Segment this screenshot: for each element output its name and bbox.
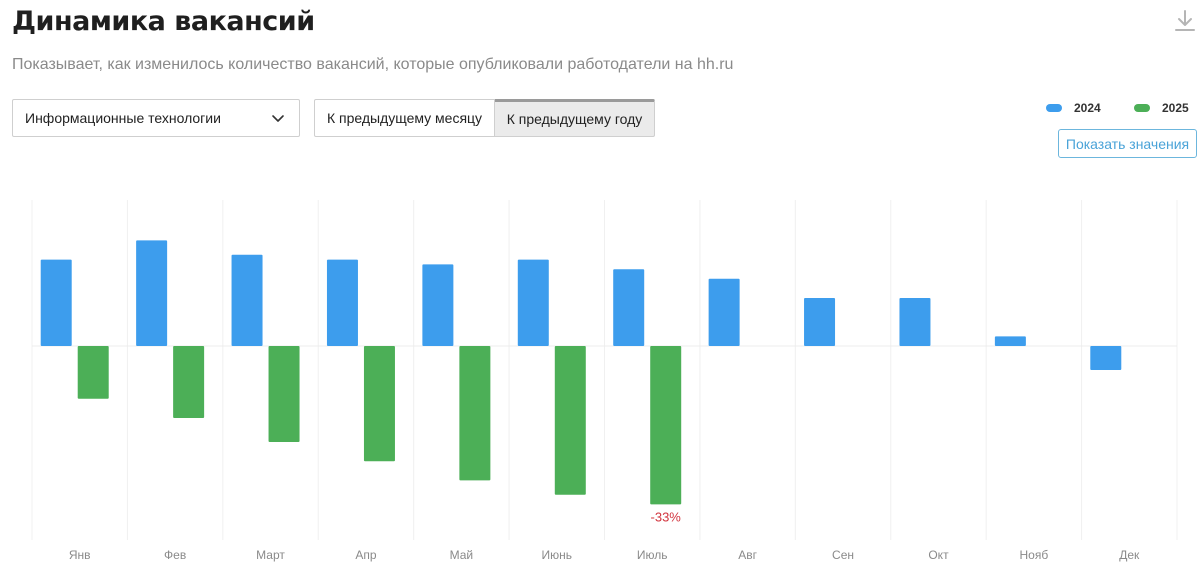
bar-2025-5[interactable] bbox=[459, 346, 491, 481]
bar-2025-2[interactable] bbox=[173, 346, 205, 418]
x-tick-label: Май bbox=[450, 548, 474, 562]
legend-item-2025[interactable]: 2025 bbox=[1134, 101, 1189, 115]
bar-2024-1[interactable] bbox=[40, 259, 72, 346]
legend-swatch-2025 bbox=[1134, 104, 1150, 112]
legend-label-2025: 2025 bbox=[1162, 101, 1189, 115]
bar-2024-5[interactable] bbox=[422, 264, 454, 346]
x-tick-label: Июнь bbox=[542, 548, 573, 562]
x-tick-label: Сен bbox=[832, 548, 854, 562]
x-tick-label: Апр bbox=[355, 548, 377, 562]
bar-2024-6[interactable] bbox=[517, 259, 549, 346]
x-tick-label: Дек bbox=[1119, 548, 1140, 562]
bar-2024-3[interactable] bbox=[231, 254, 263, 346]
page-title: Динамика вакансий bbox=[12, 6, 315, 37]
bar-2024-12[interactable] bbox=[1090, 346, 1122, 370]
legend-swatch-2024 bbox=[1046, 104, 1062, 112]
bar-2024-7[interactable] bbox=[613, 269, 645, 346]
comparison-toggle: К предыдущему месяцу К предыдущему году bbox=[314, 99, 655, 137]
bar-2025-1[interactable] bbox=[77, 346, 109, 399]
chevron-down-icon bbox=[272, 115, 284, 122]
x-tick-label: Март bbox=[256, 548, 285, 562]
page-subtitle: Показывает, как изменилось количество ва… bbox=[12, 56, 734, 73]
data-label-2025-7: -33% bbox=[651, 509, 682, 524]
bar-2025-6[interactable] bbox=[554, 346, 586, 495]
show-values-button[interactable]: Показать значения bbox=[1058, 129, 1197, 158]
download-icon[interactable] bbox=[1172, 8, 1198, 34]
industry-select[interactable]: Информационные технологии bbox=[12, 99, 300, 137]
x-tick-label: Нояб bbox=[1020, 548, 1049, 562]
x-tick-label: Янв bbox=[69, 548, 91, 562]
x-tick-label: Окт bbox=[928, 548, 949, 562]
x-tick-label: Фев bbox=[164, 548, 186, 562]
x-tick-label: Июль bbox=[637, 548, 668, 562]
bar-2024-4[interactable] bbox=[326, 259, 358, 346]
bar-2024-8[interactable] bbox=[708, 278, 740, 346]
bar-2025-7[interactable] bbox=[650, 346, 682, 505]
bar-2024-2[interactable] bbox=[136, 240, 168, 346]
legend-label-2024: 2024 bbox=[1074, 101, 1101, 115]
bar-2024-11[interactable] bbox=[994, 336, 1026, 346]
industry-select-value: Информационные технологии bbox=[25, 110, 221, 126]
x-tick-label: Авг bbox=[738, 548, 757, 562]
bar-2025-4[interactable] bbox=[363, 346, 395, 462]
legend-item-2024[interactable]: 2024 bbox=[1046, 101, 1101, 115]
bar-2025-3[interactable] bbox=[268, 346, 300, 442]
bar-2024-10[interactable] bbox=[899, 298, 931, 346]
compare-prev-year-button[interactable]: К предыдущему году bbox=[495, 99, 655, 137]
compare-prev-month-button[interactable]: К предыдущему месяцу bbox=[314, 99, 495, 137]
bar-2024-9[interactable] bbox=[804, 298, 836, 346]
